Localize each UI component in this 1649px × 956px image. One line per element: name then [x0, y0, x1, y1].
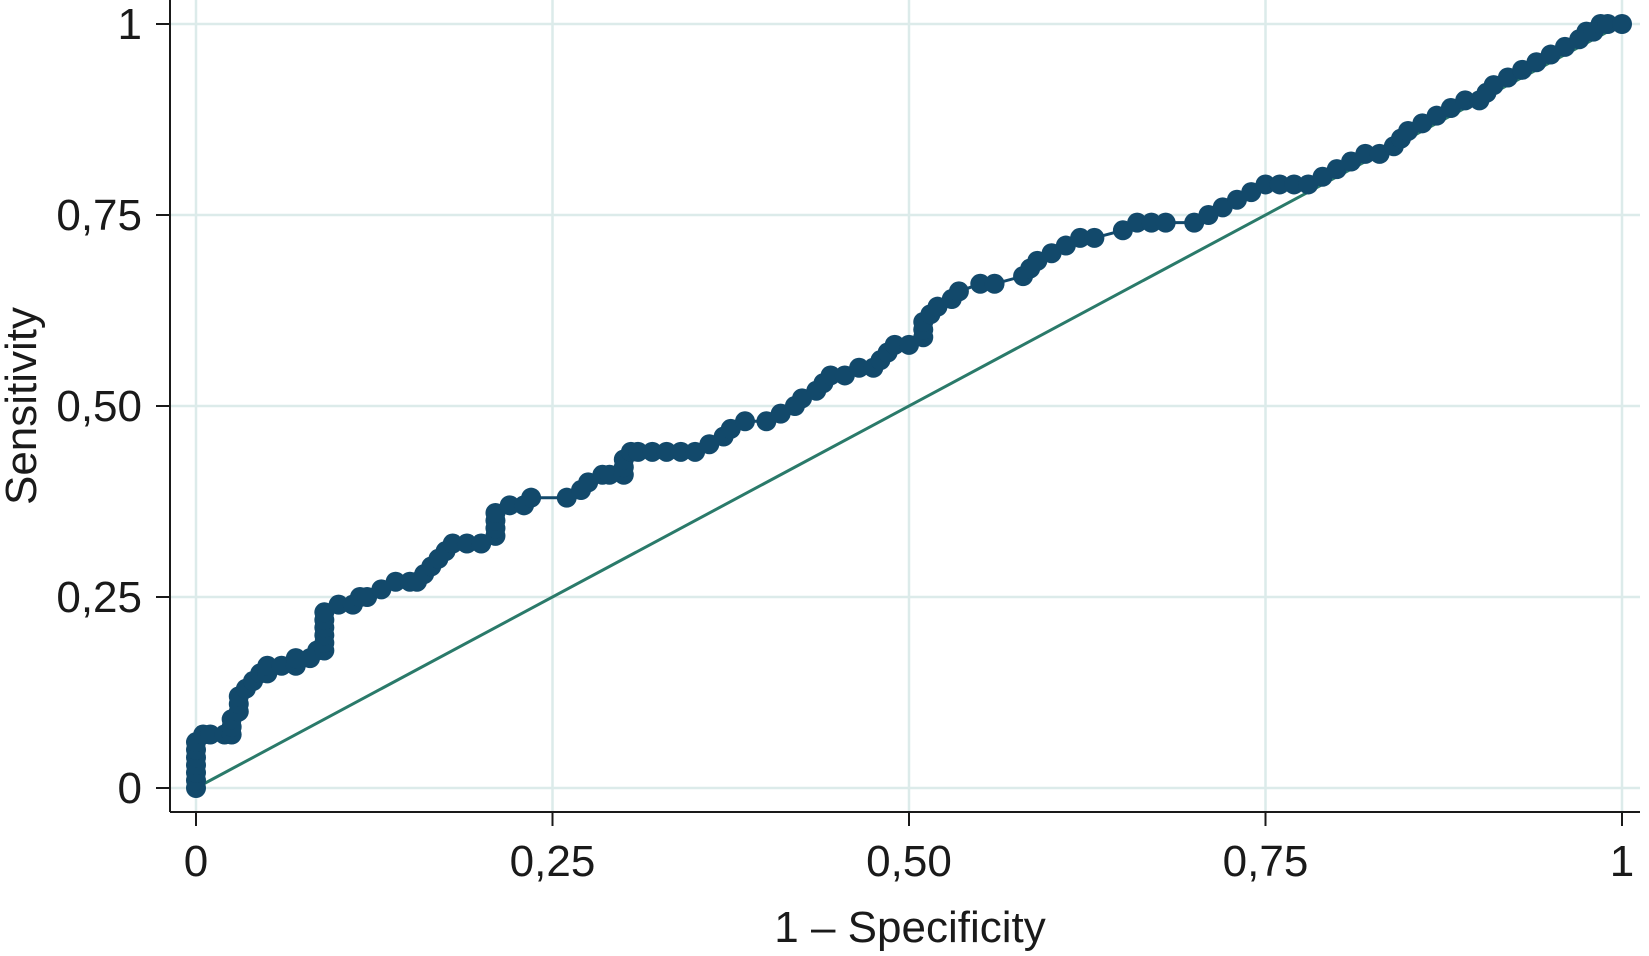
x-tick-label: 0,50	[866, 837, 952, 886]
roc-point	[328, 594, 349, 615]
ticks: 0 0,25 0,50 0,75 1 0 0,25 0,50 0,75 1	[56, 0, 1634, 886]
y-tick-label: 1	[118, 0, 142, 49]
roc-point	[628, 441, 649, 462]
roc-point	[1070, 227, 1091, 248]
roc-point	[200, 724, 221, 745]
roc-curve	[186, 14, 1632, 798]
y-tick-label: 0,25	[56, 573, 142, 622]
roc-point	[1455, 90, 1476, 111]
roc-point	[984, 273, 1005, 294]
roc-point	[1612, 14, 1632, 34]
roc-point	[442, 533, 463, 554]
roc-point	[849, 357, 870, 378]
grid	[170, 0, 1640, 812]
roc-point	[257, 655, 278, 676]
roc-point	[1355, 143, 1376, 164]
roc-point	[1255, 174, 1276, 195]
x-tick-label: 1	[1610, 837, 1634, 886]
roc-point	[385, 571, 406, 592]
roc-point	[1284, 174, 1305, 195]
y-tick-label: 0	[118, 764, 142, 813]
roc-point	[1269, 174, 1290, 195]
x-axis-title: 1 – Specificity	[774, 903, 1045, 952]
roc-point	[1084, 227, 1105, 248]
roc-point	[1155, 212, 1176, 233]
x-tick-label: 0	[184, 837, 208, 886]
x-tick-label: 0,25	[510, 837, 596, 886]
roc-point	[970, 273, 991, 294]
roc-point	[285, 648, 306, 669]
roc-point	[1597, 14, 1618, 34]
y-tick-label: 0,50	[56, 382, 142, 431]
roc-point	[456, 533, 477, 554]
roc-point	[884, 334, 905, 355]
roc-point	[656, 441, 677, 462]
roc-point	[948, 281, 969, 302]
roc-point	[642, 441, 663, 462]
roc-point	[735, 411, 756, 432]
x-tick-label: 0,75	[1223, 837, 1309, 886]
roc-point	[1127, 212, 1148, 233]
roc-point	[820, 365, 841, 386]
roc-point	[521, 487, 542, 508]
roc-point	[1141, 212, 1162, 233]
y-tick-label: 0,75	[56, 191, 142, 240]
roc-point	[670, 441, 691, 462]
roc-point	[499, 495, 520, 516]
y-axis-title: Sensitivity	[0, 307, 46, 505]
